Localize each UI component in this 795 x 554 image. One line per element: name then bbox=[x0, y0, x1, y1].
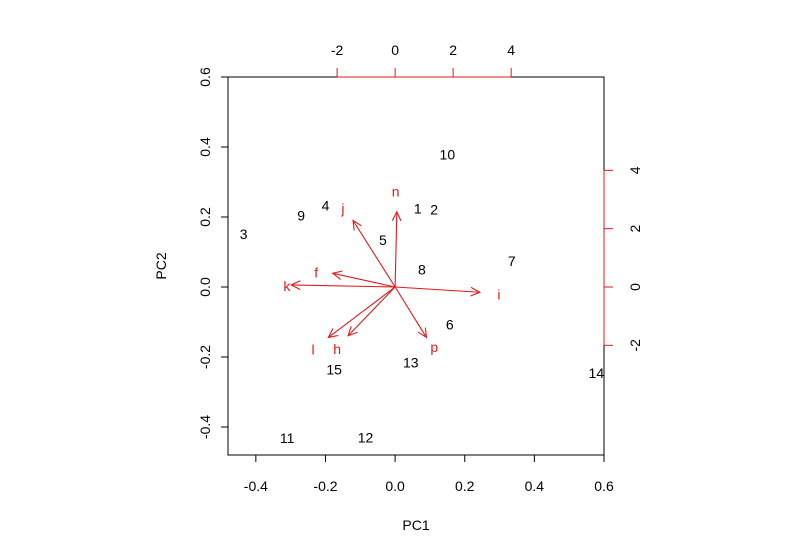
score-label-2: 2 bbox=[430, 202, 438, 218]
score-label-9: 9 bbox=[297, 207, 305, 223]
x-tick-label: 0.0 bbox=[385, 478, 405, 494]
loading-arrowhead-i bbox=[470, 286, 482, 297]
x-axis-label: PC1 bbox=[402, 517, 429, 533]
bottom-axis: -0.4 -0.2 0.0 0.2 0.4 0.6 bbox=[244, 454, 614, 494]
right-tick-label: -2 bbox=[627, 339, 643, 352]
loading-label-p: p bbox=[430, 339, 438, 355]
right-tick-label: 2 bbox=[627, 225, 643, 233]
x-tick-label: 0.2 bbox=[455, 478, 475, 494]
score-label-6: 6 bbox=[446, 316, 454, 332]
loading-label-k: k bbox=[283, 278, 291, 294]
left-axis: -0.4 -0.2 0.0 0.2 0.4 0.6 bbox=[197, 67, 229, 439]
y-tick-label: -0.4 bbox=[197, 415, 213, 439]
x-tick-label: 0.4 bbox=[525, 478, 545, 494]
score-label-8: 8 bbox=[418, 262, 426, 278]
x-tick-label: -0.4 bbox=[244, 478, 268, 494]
loading-arrowhead-n bbox=[391, 210, 402, 222]
score-label-15: 15 bbox=[326, 361, 342, 377]
x-tick-label: 0.6 bbox=[594, 478, 614, 494]
right-tick-label: 4 bbox=[627, 166, 643, 174]
score-label-10: 10 bbox=[440, 147, 456, 163]
loading-arrow-k bbox=[291, 284, 396, 288]
score-label-3: 3 bbox=[240, 226, 248, 242]
top-tick-label: 4 bbox=[507, 42, 515, 58]
loading-label-h: h bbox=[333, 341, 341, 357]
x-tick-label: -0.2 bbox=[313, 478, 337, 494]
score-label-14: 14 bbox=[589, 365, 605, 381]
loading-arrowhead-k bbox=[289, 280, 301, 290]
y-tick-label: 0.6 bbox=[197, 67, 213, 87]
loading-label-n: n bbox=[392, 183, 400, 199]
loading-arrow-l bbox=[328, 286, 396, 338]
score-label-7: 7 bbox=[508, 253, 516, 269]
score-label-4: 4 bbox=[322, 197, 330, 213]
loading-label-l: l bbox=[311, 342, 314, 358]
loading-label-f: f bbox=[314, 265, 318, 281]
loading-label-j: j bbox=[340, 200, 344, 216]
score-label-5: 5 bbox=[379, 232, 387, 248]
y-tick-label: 0.0 bbox=[197, 277, 213, 297]
score-label-12: 12 bbox=[358, 430, 374, 446]
loading-arrow-i bbox=[395, 286, 480, 293]
loading-arrow-h bbox=[347, 286, 396, 337]
loading-arrows: n j f k i l h p bbox=[283, 183, 500, 357]
loading-arrowhead-l bbox=[327, 328, 339, 339]
loading-arrow-p bbox=[394, 286, 427, 338]
top-tick-label: 2 bbox=[449, 42, 457, 58]
top-axis: -2 0 2 4 bbox=[331, 42, 515, 78]
loading-arrowhead-f bbox=[331, 270, 343, 280]
loading-arrow-f bbox=[332, 272, 396, 288]
right-axis: -2 0 2 4 bbox=[603, 166, 643, 352]
score-label-11: 11 bbox=[280, 430, 295, 446]
y-axis-label: PC2 bbox=[153, 252, 169, 279]
score-label-1: 1 bbox=[414, 200, 422, 216]
loading-arrowhead-h bbox=[347, 326, 358, 337]
score-label-13: 13 bbox=[403, 354, 419, 370]
loading-label-i: i bbox=[497, 286, 500, 302]
top-tick-label: 0 bbox=[391, 42, 399, 58]
y-tick-label: -0.2 bbox=[197, 345, 213, 369]
y-tick-label: 0.4 bbox=[197, 137, 213, 157]
loading-arrow-n bbox=[394, 211, 398, 288]
loading-arrowhead-j bbox=[352, 219, 362, 231]
loading-arrow-j bbox=[352, 220, 396, 288]
loading-arrowhead-p bbox=[417, 327, 428, 339]
right-tick-label: 0 bbox=[627, 283, 643, 291]
top-tick-label: -2 bbox=[331, 42, 344, 58]
plot-box bbox=[227, 76, 605, 456]
y-tick-label: 0.2 bbox=[197, 207, 213, 227]
